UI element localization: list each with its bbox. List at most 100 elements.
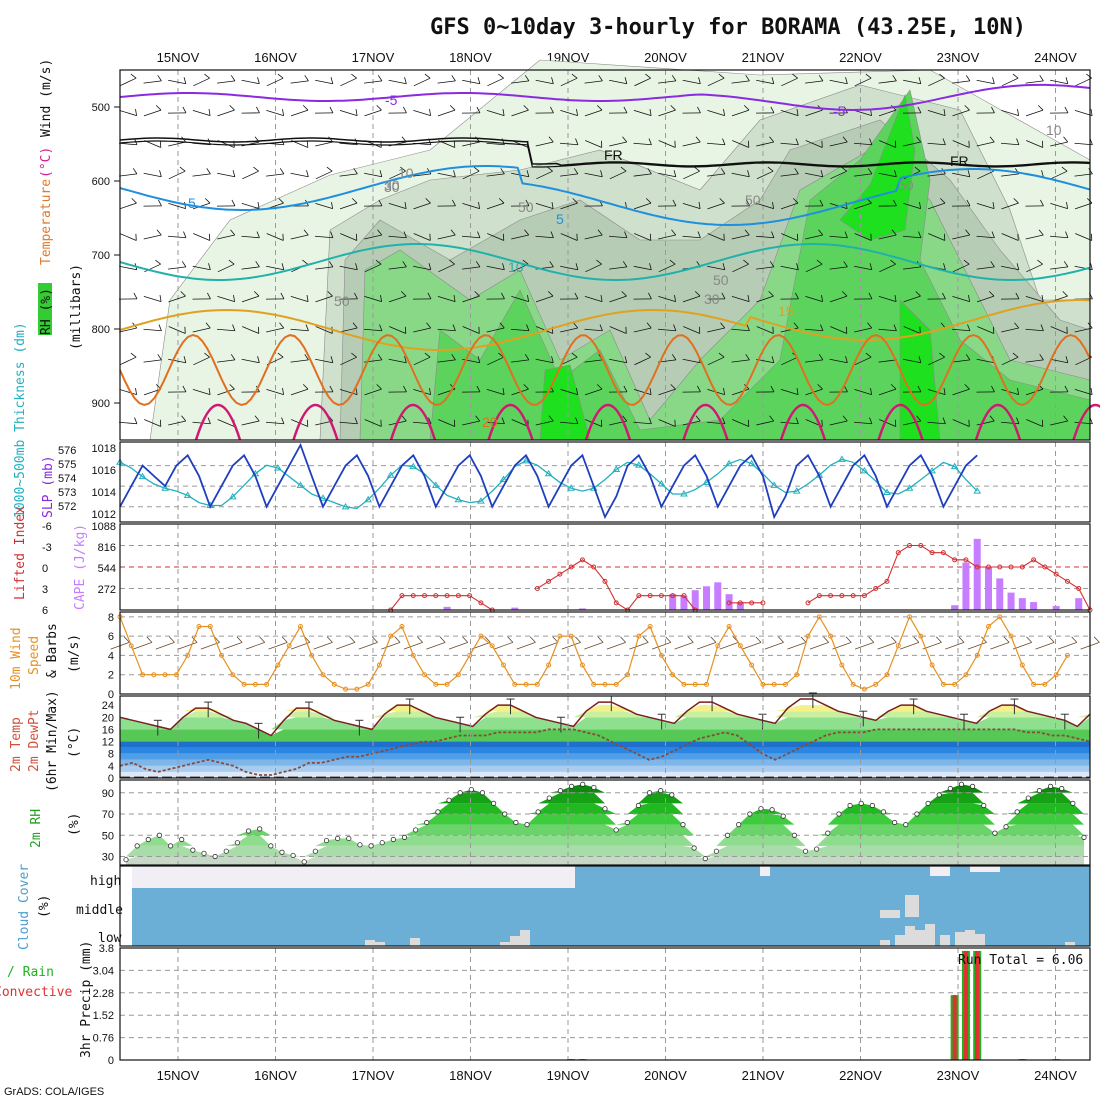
temp-tick-label: 4	[108, 761, 114, 773]
wind-barb	[731, 229, 750, 240]
wind-barb	[217, 229, 236, 240]
barb-flag	[574, 292, 579, 300]
barb-shaft	[217, 295, 235, 303]
barb-shaft	[143, 328, 162, 332]
lifted-index-point	[681, 593, 687, 599]
barb-shaft	[854, 265, 872, 271]
barb-flag	[228, 259, 235, 265]
barb-flag	[573, 168, 579, 175]
top-date-label: 23NOV	[937, 50, 980, 65]
wind-barb	[952, 140, 970, 148]
rh-point	[802, 848, 809, 854]
barb-shaft	[990, 641, 1010, 650]
wind-barb	[781, 73, 798, 87]
barb-flag	[648, 138, 652, 145]
barb-flag	[280, 292, 285, 300]
barb-shaft	[561, 641, 581, 650]
barb-flag	[328, 261, 334, 268]
wind-barb	[265, 417, 285, 425]
wind-barb	[952, 75, 971, 84]
barb-shaft	[143, 172, 162, 178]
barb-shaft	[487, 233, 504, 241]
barb-flag	[353, 168, 358, 175]
barb-flag	[526, 324, 530, 331]
barb-shaft	[364, 419, 382, 427]
lifted-index-point	[850, 593, 856, 599]
contour-label: 30	[384, 179, 400, 195]
wind-barb-10m	[809, 636, 829, 650]
wind-barb	[927, 417, 946, 425]
barb-flag	[377, 75, 383, 82]
wind-tick-label: 0	[108, 689, 114, 701]
wind-barb	[780, 387, 799, 396]
wind-speed-point	[794, 672, 800, 678]
barb-flag	[620, 636, 626, 643]
bottom-date-label: 20NOV	[644, 1068, 687, 1083]
wind-barb	[560, 198, 578, 210]
wind-speed-point	[579, 662, 585, 668]
high-cloud-gap	[760, 866, 770, 876]
barb-shaft	[900, 641, 920, 650]
barb-flag	[624, 356, 628, 363]
barb-flag	[890, 259, 896, 265]
barb-shaft	[707, 109, 725, 117]
wind-barb-10m	[133, 636, 153, 650]
wind-barb	[756, 415, 775, 426]
contour-label: -5	[385, 92, 398, 108]
barb-flag	[943, 233, 946, 241]
barb-shaft	[633, 142, 652, 146]
wind-barb	[413, 352, 431, 366]
precip-tick-label: 1.52	[93, 1010, 114, 1022]
wind-barb	[707, 322, 726, 333]
barb-shaft	[732, 419, 749, 427]
wind-barb	[143, 170, 162, 178]
barb-flag	[157, 75, 162, 82]
barb-shaft	[315, 295, 333, 303]
wind-barb-10m	[674, 636, 694, 650]
barb-flag	[257, 201, 260, 209]
wind-barb-10m	[516, 636, 536, 650]
barb-shaft	[633, 388, 652, 396]
barb-flag	[429, 108, 432, 116]
wind-speed-point	[219, 652, 225, 658]
barb-shaft	[952, 388, 970, 396]
wind-barb-10m	[448, 636, 469, 650]
barb-shaft	[389, 326, 406, 334]
barb-shaft	[805, 295, 823, 303]
wind-speed-point	[230, 672, 236, 678]
thickness-point	[274, 464, 282, 471]
barb-flag	[377, 229, 383, 236]
barb-flag	[429, 233, 431, 241]
wind-barb	[192, 387, 211, 396]
barb-flag	[671, 75, 677, 82]
wind-barb	[1001, 108, 1020, 117]
isotherm-20	[119, 333, 1091, 407]
wind-barb-10m	[877, 636, 897, 650]
barb-shaft	[1025, 109, 1044, 117]
wind-barb	[706, 292, 726, 300]
mid-cloud-bar	[880, 910, 900, 918]
wind-barb	[144, 419, 162, 427]
barb-shaft	[290, 80, 309, 84]
lifted-index-point	[1053, 571, 1059, 577]
barb-shaft	[1025, 359, 1044, 363]
barb-shaft	[1001, 265, 1019, 271]
barb-flag	[484, 636, 491, 643]
wind-barb	[732, 140, 750, 148]
barb-flag	[183, 231, 187, 238]
barb-shaft	[462, 326, 480, 334]
barb-flag	[426, 322, 432, 329]
barb-shaft	[781, 77, 798, 87]
wind-barb	[658, 384, 676, 396]
wind-barb	[364, 170, 383, 178]
wind-speed-point	[625, 672, 631, 678]
wind-speed-point	[140, 672, 146, 678]
wind-barb	[413, 263, 432, 271]
temperature-unit-label: (°C)	[39, 147, 54, 178]
barb-flag	[474, 291, 480, 297]
barb-flag	[1063, 261, 1069, 268]
barb-flag	[820, 170, 824, 177]
temp-tick-label: 8	[108, 749, 114, 761]
barb-flag	[526, 170, 530, 177]
wind-barb	[339, 168, 358, 177]
